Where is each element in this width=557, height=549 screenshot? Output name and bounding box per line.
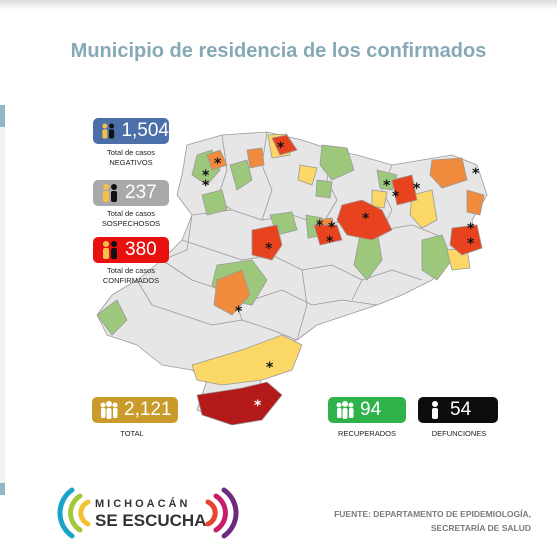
top-shadow [0,0,557,10]
logo-text-se-escucha: SE ESCUCHA [95,511,207,530]
case-marker: * [277,140,285,156]
total-box: 2,121 [92,397,178,423]
people-icon [102,123,115,139]
case-marker: * [467,236,475,252]
case-marker: * [202,168,210,184]
case-marker: * [467,221,475,237]
case-marker: * [392,189,400,205]
people-icon [103,184,117,202]
michoacan-se-escucha-logo [57,487,239,539]
defunciones-value: 54 [450,399,472,420]
case-marker: * [326,234,334,250]
case-marker: * [235,304,243,320]
people-icon [100,401,118,419]
case-marker: * [266,360,274,376]
sospechosos-value: 237 [125,182,157,203]
confirmados-value: 380 [125,239,157,260]
case-marker: * [383,178,391,194]
case-marker: * [413,181,421,197]
confirmados-box: 380 [93,237,169,263]
case-marker: * [214,156,222,172]
case-marker: * [202,178,210,194]
source-note: FUENTE: DEPARTAMENTO DE EPIDEMIOLOGÍA, S… [334,509,531,533]
negativos-box: 1,504 [93,118,169,144]
negativos-caption: Total de casos NEGATIVOS [107,148,155,167]
case-marker: * [316,218,324,234]
defunciones-caption: DEFUNCIONES [431,429,487,438]
left-edge-strip [0,105,5,495]
municipality-map: * * * * * * * * * * * * * * * * * * [96,131,488,426]
defunciones-box: 54 [418,397,498,423]
case-marker: * [254,398,262,414]
recuperados-value: 94 [360,399,382,420]
sospechosos-box: 237 [93,180,169,206]
negativos-value: 1,504 [121,120,169,141]
person-icon [432,401,438,419]
case-marker: * [328,220,336,236]
case-marker: * [265,241,273,257]
recuperados-box: 94 [328,397,406,423]
case-marker: * [362,211,370,227]
total-caption: TOTAL [120,429,144,438]
recuperados-caption: RECUPERADOS [338,429,396,438]
people-icon [336,401,354,419]
people-icon [103,241,117,259]
confirmados-caption: Total de casos CONFIRMADOS [102,266,160,285]
case-marker: * [472,166,480,182]
logo-text-michoacan: MICHOACÁN [95,498,191,510]
sospechosos-caption: Total de casos SOSPECHOSOS [101,209,161,228]
page-title: Municipio de residencia de los confirmad… [70,40,487,62]
total-value: 2,121 [124,399,172,420]
